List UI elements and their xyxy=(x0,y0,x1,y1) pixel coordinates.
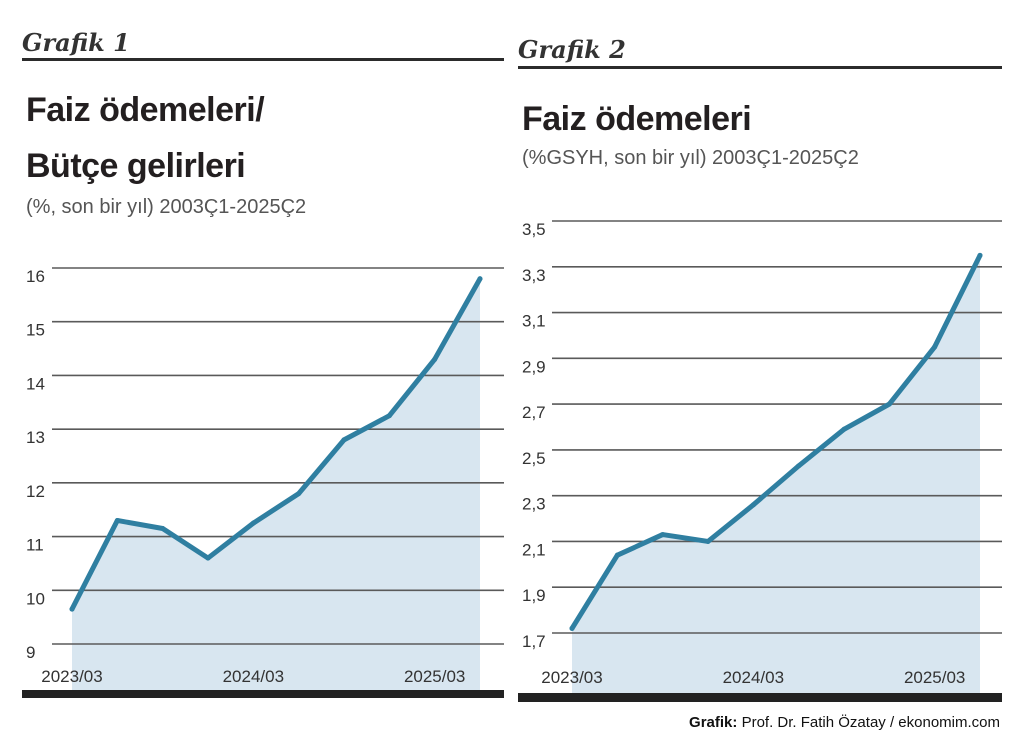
y-tick-label: 13 xyxy=(26,428,45,447)
header-rule xyxy=(518,66,1002,69)
data-point xyxy=(477,276,483,282)
source-credit: Grafik: Prof. Dr. Fatih Özatay / ekonomi… xyxy=(689,714,1000,731)
y-tick-label: 14 xyxy=(26,374,45,393)
y-tick-label: 3,1 xyxy=(522,312,546,331)
bottom-rule xyxy=(518,693,1002,702)
chart-panel-1: Grafik 1 Faiz ödemeleri/ Bütçe gelirleri… xyxy=(22,28,504,698)
data-point xyxy=(250,520,256,526)
data-point xyxy=(160,526,166,532)
x-tick-label: 2025/03 xyxy=(904,668,965,687)
data-point xyxy=(796,463,802,469)
chart-label: Grafik 1 xyxy=(22,28,130,57)
data-point xyxy=(660,532,666,538)
y-tick-label: 2,7 xyxy=(522,403,546,422)
chart-label: Grafik 2 xyxy=(518,35,626,64)
chart-plot: 3,5 3,3 3,1 2,9 2,7 2,5 2,3 2,1 1,9 1,7 2023/03 202… xyxy=(518,220,1002,702)
y-tick-label: 1,9 xyxy=(522,586,546,605)
chart-title-line-2: Bütçe gelirleri xyxy=(26,147,246,185)
x-tick-label: 2023/03 xyxy=(41,667,102,686)
data-point xyxy=(614,552,620,558)
chart-title-line-1: Faiz ödemeleri/ xyxy=(26,91,265,129)
data-point xyxy=(841,426,847,432)
y-tick-label: 1,7 xyxy=(522,632,546,651)
chart-subtitle: (%GSYH, son bir yıl) 2003Ç1-2025Ç2 xyxy=(522,147,859,169)
data-point xyxy=(114,517,120,523)
source-label: Grafik: xyxy=(689,714,738,731)
chart-subtitle: (%, son bir yıl) 2003Ç1-2025Ç2 xyxy=(26,196,307,218)
data-point xyxy=(69,606,75,612)
chart-plot: 16 15 14 13 12 11 10 9 2023/03 2024/03 2025/03 xyxy=(22,267,504,698)
data-point xyxy=(750,502,756,508)
series-area xyxy=(572,255,980,693)
x-tick-label: 2025/03 xyxy=(404,667,465,686)
chart-panel-2: Grafik 2 Faiz ödemeleri (%GSYH, son bir … xyxy=(518,35,1002,703)
data-point xyxy=(977,252,983,258)
source-text: Prof. Dr. Fatih Özatay / ekonomim.com xyxy=(737,714,1000,731)
x-tick-label: 2024/03 xyxy=(223,667,284,686)
data-point xyxy=(296,491,302,497)
data-point xyxy=(569,625,575,631)
y-tick-label: 2,9 xyxy=(522,357,546,376)
header-rule xyxy=(22,58,504,61)
data-point xyxy=(432,356,438,362)
data-point xyxy=(205,555,211,561)
y-tick-label: 15 xyxy=(26,321,45,340)
y-tick-label: 3,3 xyxy=(522,266,546,285)
bottom-rule xyxy=(22,690,504,698)
series-area xyxy=(72,278,480,690)
data-point xyxy=(386,413,392,419)
y-tick-label: 9 xyxy=(26,643,35,662)
series-line xyxy=(569,252,983,631)
data-point xyxy=(341,437,347,443)
y-tick-label: 3,5 xyxy=(522,220,546,239)
x-tick-label: 2023/03 xyxy=(541,668,602,687)
y-tick-label: 2,3 xyxy=(522,495,546,514)
y-tick-label: 16 xyxy=(26,267,45,286)
y-tick-label: 2,5 xyxy=(522,449,546,468)
y-tick-label: 2,1 xyxy=(522,540,546,559)
chart-title-line-1: Faiz ödemeleri xyxy=(522,100,752,138)
y-tick-label: 10 xyxy=(26,589,45,608)
x-tick-label: 2024/03 xyxy=(723,668,784,687)
y-tick-label: 11 xyxy=(26,536,44,555)
series-line xyxy=(69,276,483,612)
data-point xyxy=(932,344,938,350)
y-tick-label: 12 xyxy=(26,482,45,501)
data-point xyxy=(886,401,892,407)
data-point xyxy=(705,538,711,544)
